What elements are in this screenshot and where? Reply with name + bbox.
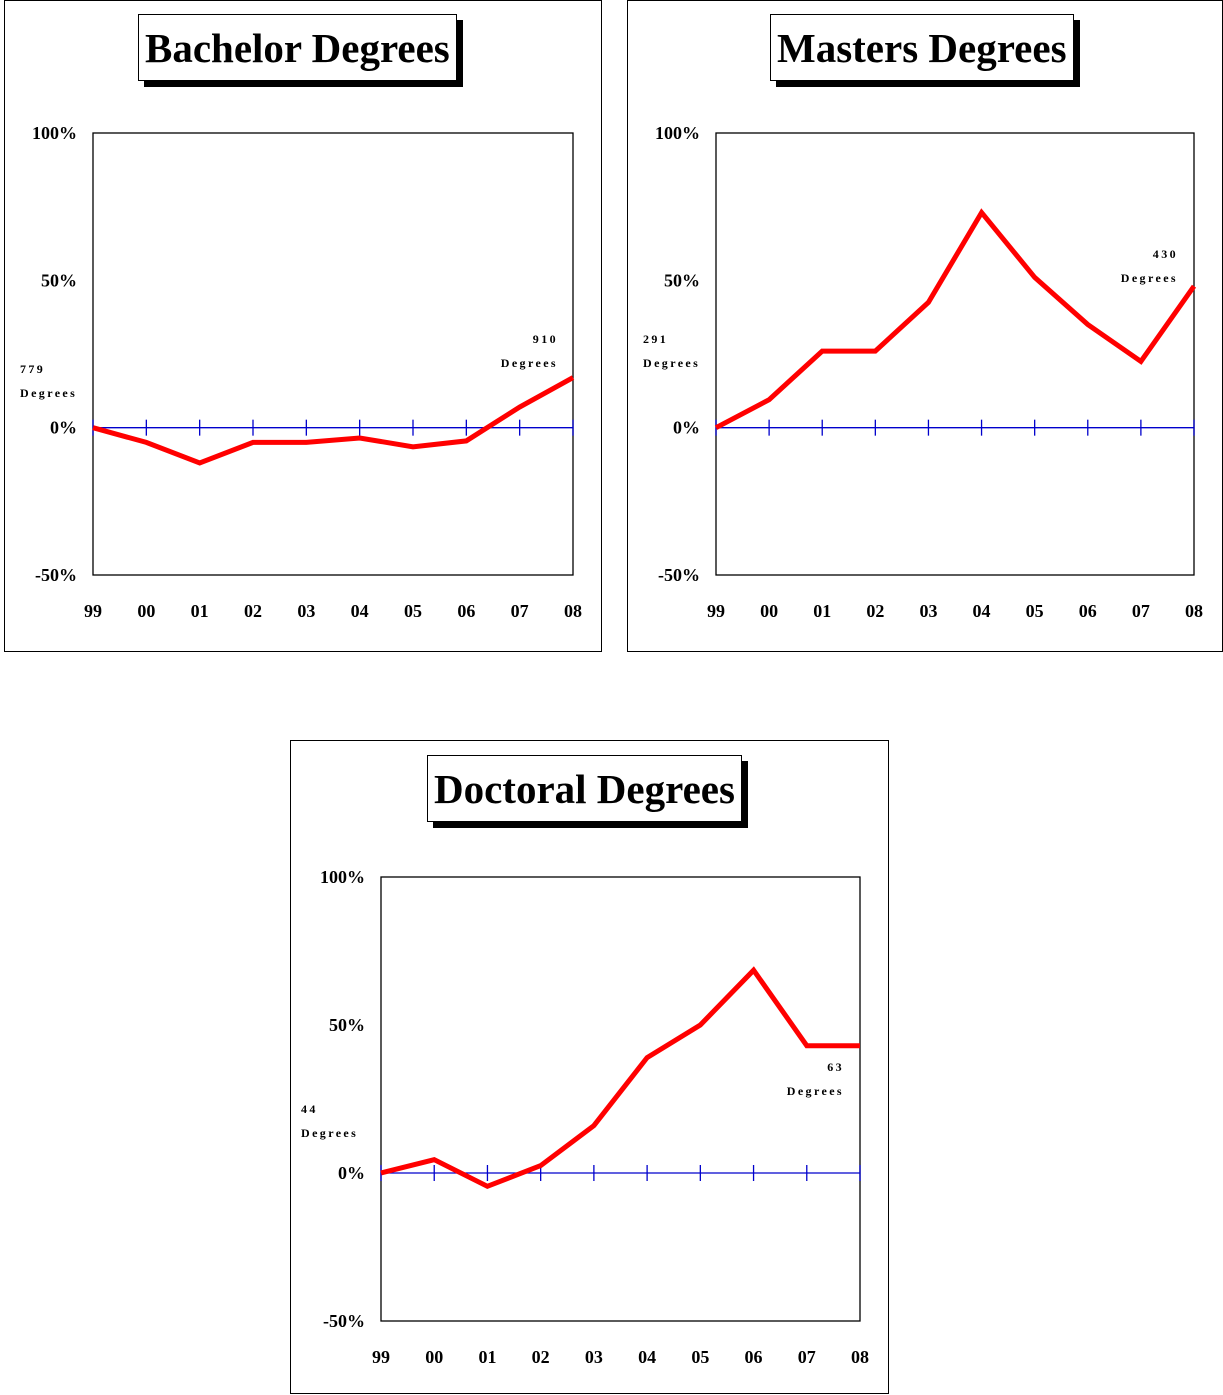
annotation-label: Degrees (501, 356, 558, 370)
plot-frame (715, 132, 1195, 576)
bachelor-chart: 100% 50% 0% -50% 99 00 01 02 03 04 05 06 07 08 779 Degr… (20, 123, 582, 621)
annotation-label: Degrees (787, 1084, 844, 1098)
y-tick-label: 50% (664, 270, 700, 290)
x-tick-label: 01 (813, 601, 831, 621)
chart-title: Doctoral Degrees (427, 755, 742, 822)
x-tick-label: 03 (585, 1347, 603, 1367)
annotation-label: Degrees (1121, 271, 1178, 285)
x-tick-label: 06 (457, 601, 475, 621)
y-tick-label: 100% (655, 123, 700, 143)
x-tick-label: 99 (707, 601, 725, 621)
plot-frame (380, 876, 861, 1322)
x-tick-label: 05 (691, 1347, 709, 1367)
annotation-label: Degrees (301, 1126, 358, 1140)
y-tick-label: 50% (329, 1015, 365, 1035)
x-tick-label: 04 (973, 601, 991, 621)
x-tick-label: 07 (1132, 601, 1150, 621)
x-tick-label: 08 (851, 1347, 869, 1367)
x-tick-label: 99 (372, 1347, 390, 1367)
annotation-label: Degrees (643, 356, 700, 370)
plot-frame (92, 132, 574, 576)
doctoral-chart: 100% 50% 0% -50% 99 00 01 02 03 04 05 06 07 08 44 Degre… (301, 867, 869, 1367)
x-tick-label: 03 (297, 601, 315, 621)
annotation-value: 430 (1153, 247, 1178, 261)
x-tick-label: 03 (919, 601, 937, 621)
y-tick-label: -50% (658, 565, 700, 585)
chart-title: Masters Degrees (770, 14, 1074, 81)
annotation-value: 779 (20, 362, 45, 376)
x-tick-label: 04 (351, 601, 369, 621)
x-tick-label: 05 (404, 601, 422, 621)
doctoral-chart-panel: Doctoral Degrees 100% 50% 0% -50% 99 00 01 02 03… (290, 740, 889, 1394)
x-tick-label: 00 (760, 601, 778, 621)
x-tick-label: 06 (1079, 601, 1097, 621)
series-line (714, 208, 1197, 430)
y-tick-label: 0% (50, 418, 77, 438)
y-tick-label: 0% (673, 418, 700, 438)
annotation-value: 44 (301, 1102, 318, 1116)
annotation-label: Degrees (20, 386, 77, 400)
x-tick-label: 02 (532, 1347, 550, 1367)
annotation-value: 291 (643, 332, 668, 346)
y-tick-label: -50% (35, 565, 77, 585)
x-tick-label: 05 (1026, 601, 1044, 621)
x-tick-label: 00 (425, 1347, 443, 1367)
y-tick-label: -50% (323, 1311, 365, 1331)
x-tick-label: 02 (244, 601, 262, 621)
x-tick-label: 07 (798, 1347, 816, 1367)
y-tick-label: 0% (338, 1163, 365, 1183)
x-tick-label: 02 (866, 601, 884, 621)
x-tick-label: 01 (191, 601, 209, 621)
masters-chart: 100% 50% 0% -50% 99 00 01 02 03 04 05 06 07 08 291 Degr… (643, 123, 1203, 621)
x-tick-label: 01 (478, 1347, 496, 1367)
x-tick-label: 06 (745, 1347, 763, 1367)
chart-title: Bachelor Degrees (138, 14, 457, 81)
x-tick-label: 07 (511, 601, 529, 621)
y-tick-label: 100% (32, 123, 77, 143)
bachelor-chart-panel: Bachelor Degrees 100% 50% 0% -50% 99 00 01 02 03… (4, 0, 602, 652)
y-tick-label: 50% (41, 270, 77, 290)
x-tick-label: 99 (84, 601, 102, 621)
x-tick-label: 08 (564, 601, 582, 621)
series-line (92, 375, 575, 466)
annotation-value: 63 (827, 1060, 844, 1074)
x-tick-label: 04 (638, 1347, 656, 1367)
x-tick-label: 00 (137, 601, 155, 621)
masters-chart-panel: Masters Degrees 100% 50% 0% -50% 99 00 01 02 03 0… (627, 0, 1223, 652)
x-tick-label: 08 (1185, 601, 1203, 621)
y-tick-label: 100% (320, 867, 365, 887)
annotation-value: 910 (533, 332, 558, 346)
series-line (380, 966, 860, 1190)
